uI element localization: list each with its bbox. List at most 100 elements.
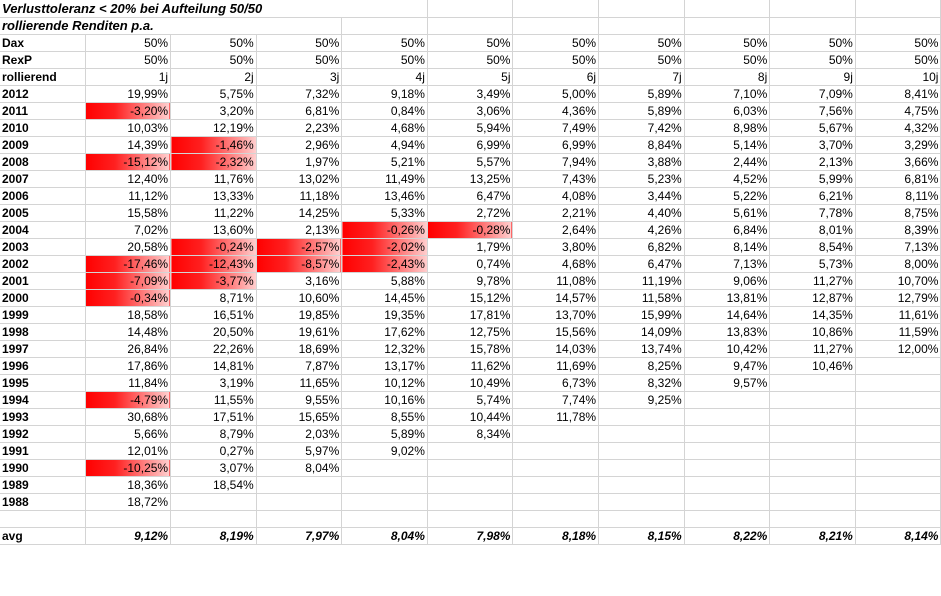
value-cell[interactable]: 4,68% [341,119,428,137]
row-label[interactable]: 1991 [0,442,86,460]
value-cell[interactable]: 10,49% [427,374,514,392]
value-cell[interactable] [684,408,771,426]
value-cell[interactable]: 11,61% [855,306,941,324]
value-cell[interactable] [684,493,771,511]
value-cell[interactable]: 4j [341,68,428,86]
row-label[interactable]: 2007 [0,170,86,188]
row-label[interactable]: 1990 [0,459,86,477]
value-cell[interactable]: 7,74% [512,391,600,409]
value-cell[interactable]: 8,22% [684,527,771,545]
value-cell[interactable]: 3j [256,68,343,86]
cell[interactable] [512,0,600,18]
value-cell[interactable] [855,442,941,460]
cell[interactable] [427,17,514,35]
value-cell[interactable] [427,459,514,477]
value-cell[interactable]: 6,21% [769,187,856,205]
cell[interactable] [684,17,771,35]
value-cell[interactable] [512,476,600,494]
value-cell[interactable]: 11,27% [769,272,856,290]
value-cell[interactable] [855,391,941,409]
value-cell[interactable]: 3,88% [598,153,685,171]
value-cell[interactable]: 8,54% [769,238,856,256]
value-cell[interactable]: -0,34% [85,289,172,307]
value-cell[interactable]: 14,45% [341,289,428,307]
value-cell[interactable]: 2,23% [256,119,343,137]
value-cell[interactable]: 17,86% [85,357,172,375]
value-cell[interactable]: 9j [769,68,856,86]
value-cell[interactable]: 14,03% [512,340,600,358]
value-cell[interactable]: 8,71% [170,289,257,307]
value-cell[interactable]: 3,44% [598,187,685,205]
value-cell[interactable]: 13,17% [341,357,428,375]
value-cell[interactable] [769,391,856,409]
value-cell[interactable]: 50% [427,34,514,52]
value-cell[interactable]: 10,60% [256,289,343,307]
row-label[interactable]: 1999 [0,306,86,324]
value-cell[interactable] [769,493,856,511]
value-cell[interactable]: 10,44% [427,408,514,426]
value-cell[interactable]: 11,59% [855,323,941,341]
value-cell[interactable] [427,493,514,511]
value-cell[interactable]: 18,58% [85,306,172,324]
value-cell[interactable]: 7,56% [769,102,856,120]
value-cell[interactable]: 14,81% [170,357,257,375]
value-cell[interactable]: 8,14% [684,238,771,256]
value-cell[interactable] [855,357,941,375]
value-cell[interactable]: 11,19% [598,272,685,290]
cell[interactable] [684,0,771,18]
value-cell[interactable]: 10,86% [769,323,856,341]
value-cell[interactable]: 30,68% [85,408,172,426]
value-cell[interactable]: 8,84% [598,136,685,154]
value-cell[interactable]: 5,61% [684,204,771,222]
value-cell[interactable]: 50% [341,51,428,69]
value-cell[interactable]: 13,33% [170,187,257,205]
value-cell[interactable] [598,442,685,460]
value-cell[interactable] [341,476,428,494]
value-cell[interactable]: 9,25% [598,391,685,409]
value-cell[interactable]: 6j [512,68,600,86]
row-label[interactable]: 1988 [0,493,86,511]
value-cell[interactable] [769,408,856,426]
value-cell[interactable]: 9,57% [684,374,771,392]
value-cell[interactable]: 5,94% [427,119,514,137]
value-cell[interactable]: 20,58% [85,238,172,256]
cell[interactable] [598,0,685,18]
cell[interactable] [512,17,600,35]
value-cell[interactable]: 7,02% [85,221,172,239]
value-cell[interactable]: 5,14% [684,136,771,154]
row-label[interactable]: 2000 [0,289,86,307]
row-label[interactable]: 1992 [0,425,86,443]
value-cell[interactable]: 8,11% [855,187,941,205]
value-cell[interactable]: 5,67% [769,119,856,137]
value-cell[interactable]: 5,75% [170,85,257,103]
value-cell[interactable]: 50% [598,51,685,69]
value-cell[interactable]: 5,99% [769,170,856,188]
row-label[interactable]: 2006 [0,187,86,205]
value-cell[interactable]: 5,21% [341,153,428,171]
cell[interactable] [341,17,428,35]
value-cell[interactable]: 7,10% [684,85,771,103]
value-cell[interactable]: 18,72% [85,493,172,511]
value-cell[interactable]: 10j [855,68,941,86]
value-cell[interactable]: 50% [85,34,172,52]
value-cell[interactable]: 7,13% [855,238,941,256]
value-cell[interactable] [855,493,941,511]
value-cell[interactable]: 9,06% [684,272,771,290]
value-cell[interactable] [769,459,856,477]
value-cell[interactable]: 11,69% [512,357,600,375]
value-cell[interactable] [769,442,856,460]
value-cell[interactable]: 7j [598,68,685,86]
value-cell[interactable]: 17,62% [341,323,428,341]
value-cell[interactable] [855,374,941,392]
cell[interactable] [427,0,514,18]
value-cell[interactable]: -8,57% [256,255,343,273]
value-cell[interactable]: 11,18% [256,187,343,205]
value-cell[interactable]: 11,76% [170,170,257,188]
value-cell[interactable] [855,459,941,477]
value-cell[interactable]: 3,66% [855,153,941,171]
value-cell[interactable]: 13,60% [170,221,257,239]
value-cell[interactable]: 17,51% [170,408,257,426]
value-cell[interactable]: 14,39% [85,136,172,154]
value-cell[interactable]: 6,81% [855,170,941,188]
value-cell[interactable]: 15,58% [85,204,172,222]
